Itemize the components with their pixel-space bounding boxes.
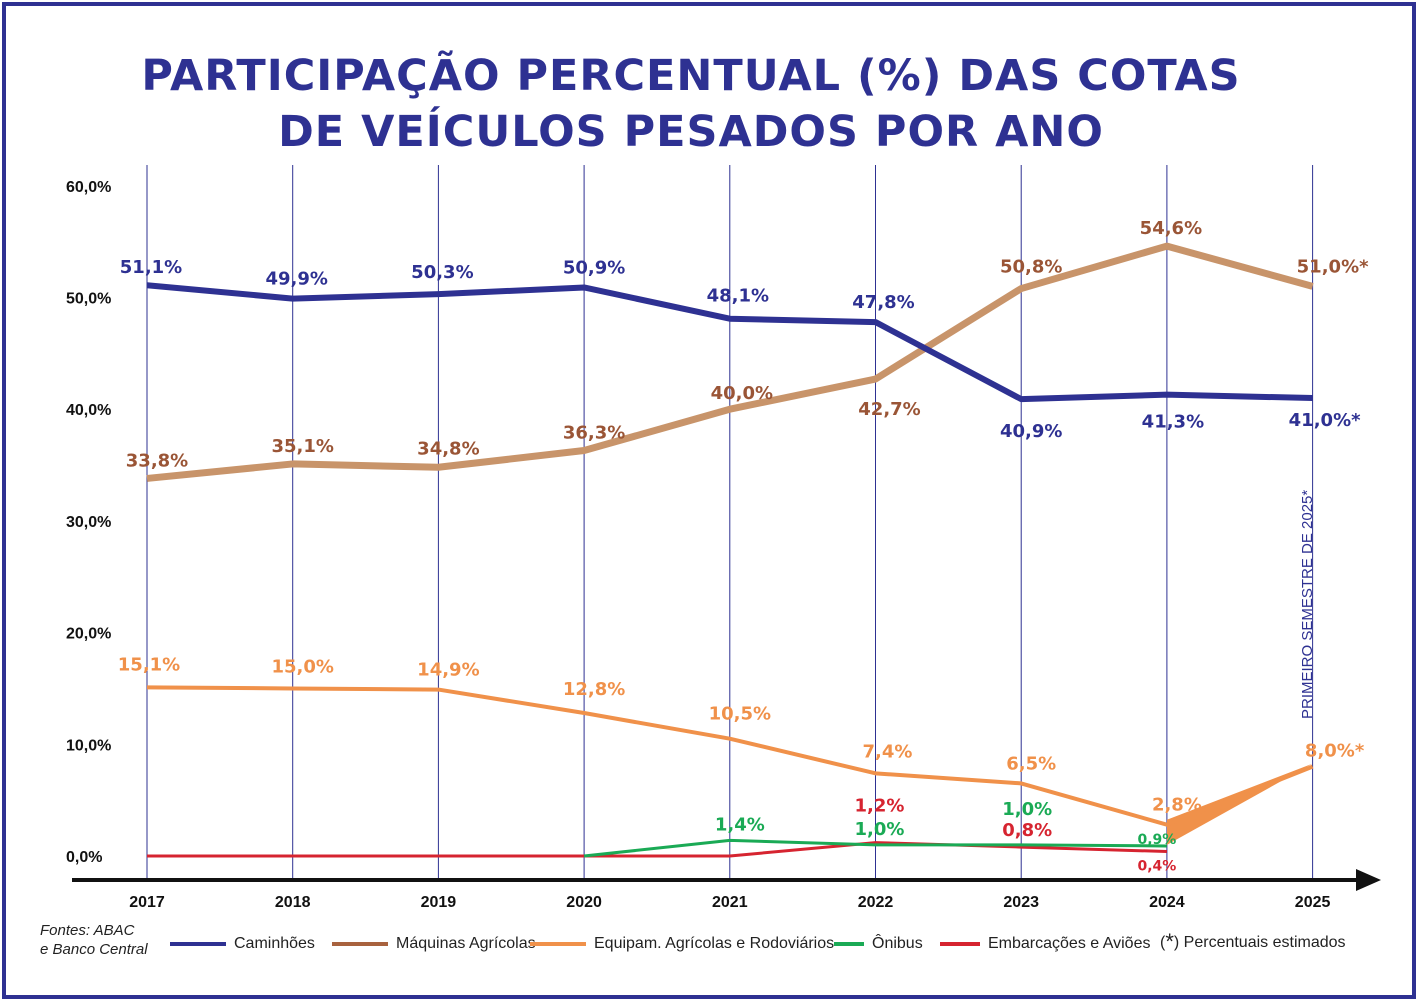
note-text: ) Percentuais estimados	[1173, 934, 1346, 951]
data-label-equipam-2022: 7,4%	[863, 741, 913, 762]
data-label-equipam-2018: 15,0%	[271, 656, 333, 677]
legend-label-caminhoes: Caminhões	[234, 935, 315, 952]
legend-swatch-embarcacoes	[940, 942, 980, 946]
legend-swatch-maquinas	[332, 942, 388, 946]
data-label-caminhoes-2024: 41,3%	[1142, 412, 1204, 433]
data-label-maquinas-2019: 34,8%	[417, 438, 479, 459]
y-tick-label: 0,0%	[66, 849, 102, 866]
data-label-onibus-2022: 1,0%	[855, 819, 905, 840]
data-label-maquinas-2017: 33,8%	[126, 450, 188, 471]
data-label-onibus-2024: 0,9%	[1137, 832, 1176, 848]
legend-item-equipam: Equipam. Agrícolas e Rodoviários	[530, 933, 834, 955]
data-label-maquinas-2022: 42,7%	[858, 399, 920, 420]
data-label-embarcacoes-2023: 0,8%	[1002, 820, 1052, 841]
sources-line-1: Fontes: ABAC	[40, 922, 135, 939]
legend-swatch-caminhoes	[170, 942, 226, 946]
data-label-maquinas-2020: 36,3%	[563, 423, 625, 444]
data-label-caminhoes-2020: 50,9%	[563, 257, 625, 278]
x-tick-label-2018: 2018	[275, 894, 311, 911]
data-label-equipam-2025: 8,0%*	[1305, 741, 1365, 762]
x-tick-label-2025: 2025	[1295, 894, 1331, 911]
note-star: *	[1165, 929, 1174, 954]
x-tick-label-2020: 2020	[566, 894, 602, 911]
vertical-annotation: PRIMEIRO SEMESTRE DE 2025*	[1299, 490, 1316, 719]
legend-item-embarcacoes: Embarcações e Aviões	[940, 933, 1150, 955]
note-paren: (	[1160, 934, 1166, 951]
x-tick-label-2019: 2019	[421, 894, 457, 911]
x-tick-label-2022: 2022	[858, 894, 894, 911]
series-line-maquinas	[146, 242, 1314, 482]
data-label-maquinas-2024: 54,6%	[1140, 218, 1202, 239]
legend-swatch-onibus	[834, 942, 864, 946]
data-label-equipam-2017: 15,1%	[118, 654, 180, 675]
data-label-caminhoes-2025: 41,0%*	[1289, 410, 1361, 431]
y-tick-label: 50,0%	[66, 291, 111, 308]
data-label-onibus-2023: 1,0%	[1002, 799, 1052, 820]
data-label-equipam-2020: 12,8%	[563, 679, 625, 700]
legend-item-caminhoes: Caminhões	[170, 933, 315, 955]
legend-label-equipam: Equipam. Agrícolas e Rodoviários	[594, 935, 835, 952]
legend-item-maquinas: Máquinas Agrícolas	[332, 933, 536, 955]
estimate-note: (*) Percentuais estimados	[1160, 929, 1346, 955]
y-tick-label: 40,0%	[66, 402, 111, 419]
title-line-1: PARTICIPAÇÃO PERCENTUAL (%) DAS COTAS	[141, 51, 1241, 101]
sources-line-2: e Banco Central	[40, 941, 148, 958]
chart-title: PARTICIPAÇÃO PERCENTUAL (%) DAS COTAS DE…	[0, 48, 1382, 160]
data-label-embarcacoes-2022: 1,2%	[855, 796, 905, 817]
data-label-equipam-2024: 2,8%	[1152, 795, 1202, 816]
x-tick-label-2021: 2021	[712, 894, 748, 911]
data-label-caminhoes-2021: 48,1%	[707, 286, 769, 307]
data-label-caminhoes-2018: 49,9%	[265, 269, 327, 290]
data-label-caminhoes-2017: 51,1%	[120, 257, 182, 278]
data-label-maquinas-2023: 50,8%	[1000, 257, 1062, 278]
data-label-maquinas-2018: 35,1%	[271, 436, 333, 457]
series-line-onibus	[583, 838, 1167, 858]
data-label-equipam-2021: 10,5%	[709, 704, 771, 725]
data-label-caminhoes-2019: 50,3%	[411, 262, 473, 283]
data-label-embarcacoes-2024: 0,4%	[1137, 859, 1176, 875]
legend-item-onibus: Ônibus	[834, 933, 923, 955]
series-line-equipam	[146, 685, 1314, 827]
y-tick-label: 10,0%	[66, 737, 111, 754]
title-line-2: DE VEÍCULOS PESADOS POR ANO	[278, 107, 1104, 157]
x-tick-label-2024: 2024	[1149, 894, 1185, 911]
y-tick-label: 20,0%	[66, 626, 111, 643]
x-axis-arrowhead	[1356, 869, 1381, 891]
x-tick-label-2023: 2023	[1003, 894, 1039, 911]
data-label-onibus-2021: 1,4%	[715, 814, 765, 835]
data-label-caminhoes-2022: 47,8%	[852, 292, 914, 313]
series-line-caminhoes	[146, 282, 1313, 403]
legend-swatch-equipam	[530, 942, 586, 946]
legend-label-onibus: Ônibus	[872, 935, 923, 952]
sources-note: Fontes: ABAC e Banco Central	[40, 921, 148, 959]
equipam-wedge	[1166, 763, 1313, 845]
x-tick-label-2017: 2017	[129, 894, 165, 911]
data-label-equipam-2023: 6,5%	[1006, 753, 1056, 774]
data-label-equipam-2019: 14,9%	[417, 660, 479, 681]
legend-label-maquinas: Máquinas Agrícolas	[396, 935, 536, 952]
y-tick-label: 30,0%	[66, 514, 111, 531]
data-label-maquinas-2025: 51,0%*	[1297, 256, 1369, 277]
y-tick-label: 60,0%	[66, 179, 111, 196]
data-label-caminhoes-2023: 40,9%	[1000, 421, 1062, 442]
legend-label-embarcacoes: Embarcações e Aviões	[988, 935, 1151, 952]
data-label-maquinas-2021: 40,0%	[711, 383, 773, 404]
